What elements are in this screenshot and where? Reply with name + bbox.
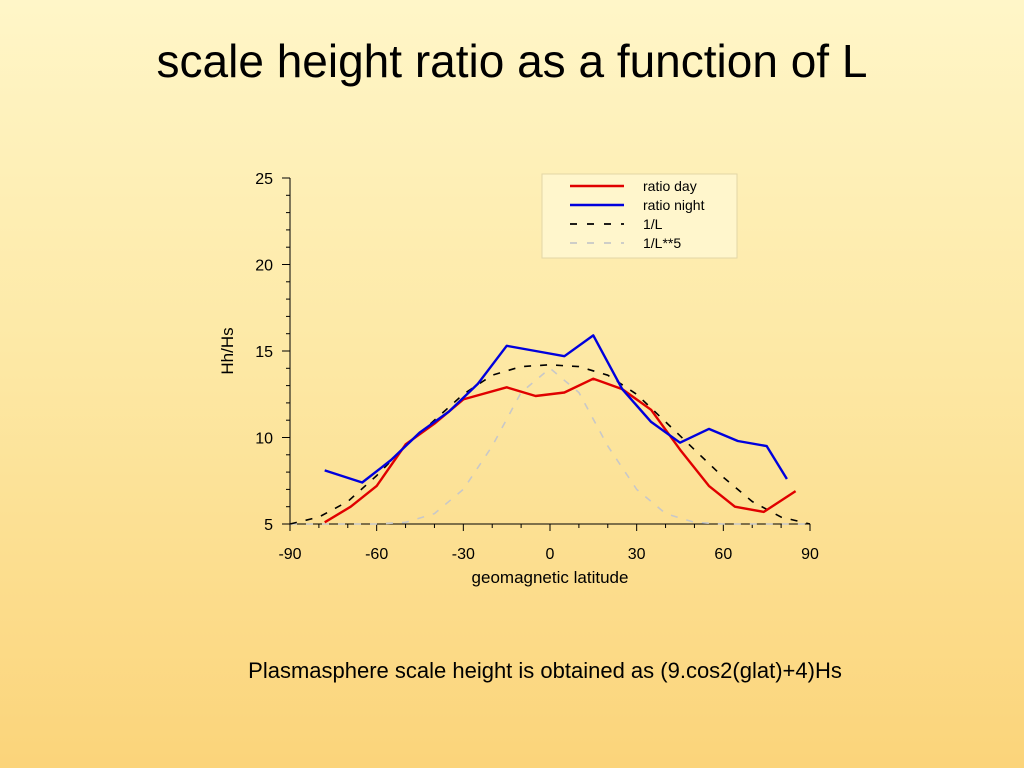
y-tick-label: 15 xyxy=(255,344,273,361)
x-tick-label: -30 xyxy=(452,546,475,563)
y-tick-label: 25 xyxy=(255,171,273,188)
x-tick-label: 90 xyxy=(801,546,819,563)
series-line-3 xyxy=(289,363,811,525)
x-tick-label: -60 xyxy=(365,546,388,563)
y-axis-label: Hh/Hs xyxy=(218,327,237,374)
legend-label: ratio day xyxy=(643,178,697,194)
legend-label: 1/L**5 xyxy=(643,235,681,251)
y-tick-label: 10 xyxy=(255,431,273,448)
x-tick-label: 30 xyxy=(628,546,646,563)
x-tick-label: -90 xyxy=(278,546,301,563)
legend-box xyxy=(541,173,738,259)
series-line-4 xyxy=(290,367,810,525)
y-tick-label: 20 xyxy=(255,258,273,275)
legend-label: ratio night xyxy=(643,197,705,213)
x-axis-label: geomagnetic latitude xyxy=(472,568,629,587)
series-line-1 xyxy=(324,377,797,524)
x-tick-label: 0 xyxy=(546,546,555,563)
chart-series xyxy=(289,334,811,525)
y-tick-label: 5 xyxy=(264,517,273,534)
chart-axes: 5 10 15 20 25 -90 -60 -30 0 30 60 90 xyxy=(255,171,819,563)
legend-label: 1/L xyxy=(643,216,663,232)
slide-title: scale height ratio as a function of L xyxy=(156,35,868,87)
chart-legend: ratio day ratio night 1/L 1/L**5 xyxy=(541,173,738,259)
x-tick-label: 60 xyxy=(714,546,732,563)
slide-caption: Plasmasphere scale height is obtained as… xyxy=(248,658,842,683)
series-line-2 xyxy=(324,334,788,484)
